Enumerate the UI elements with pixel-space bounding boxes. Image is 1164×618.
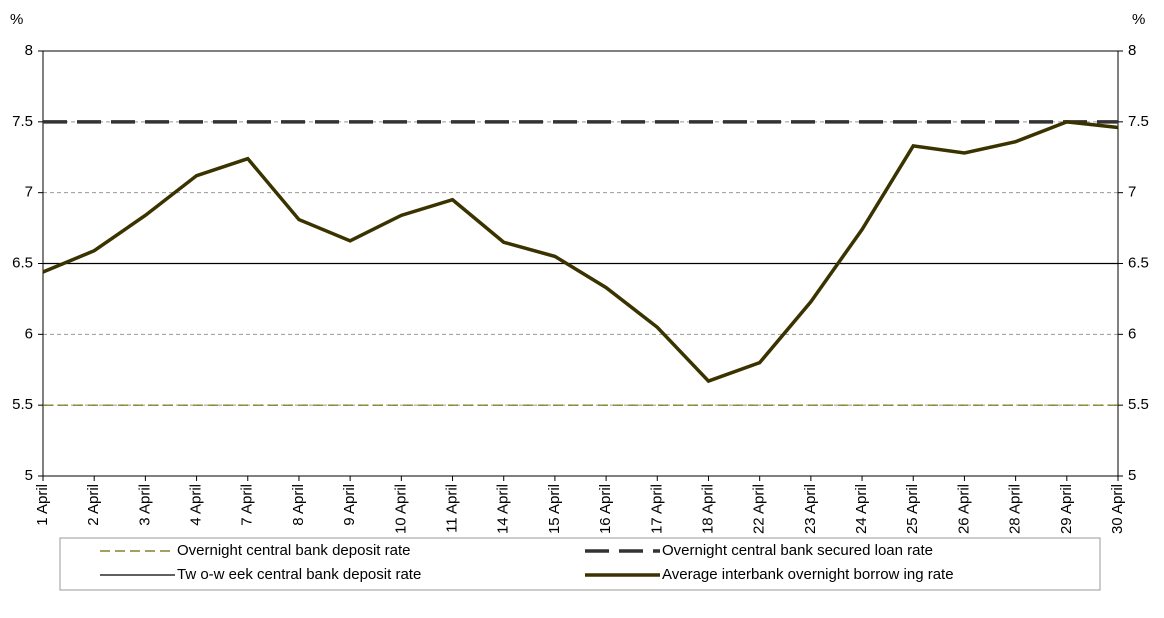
- y2-tick-label: 5: [1128, 467, 1136, 484]
- x-tick-label: 11 April: [443, 484, 460, 533]
- x-tick-label: 2 April: [85, 484, 102, 526]
- x-tick-label: 22 April: [751, 484, 768, 534]
- x-tick-label: 24 April: [853, 484, 870, 534]
- y2-tick-label: 6.5: [1128, 254, 1149, 271]
- y-tick-label: 6.5: [12, 254, 33, 271]
- x-tick-label: 29 April: [1058, 484, 1075, 534]
- x-tick-label: 9 April: [341, 484, 358, 526]
- y-tick-label: 7.5: [12, 113, 33, 130]
- x-tick-label: 8 April: [290, 484, 307, 526]
- legend-label: Tw o-w eek central bank deposit rate: [177, 566, 421, 583]
- y-tick-label: 7: [25, 184, 33, 201]
- x-tick-label: 30 April: [1109, 484, 1126, 534]
- x-tick-label: 26 April: [955, 484, 972, 534]
- series-line: [42, 120, 1119, 384]
- x-tick-label: 14 April: [495, 484, 512, 534]
- y2-tick-label: 8: [1128, 42, 1136, 59]
- x-tick-label: 16 April: [597, 484, 614, 534]
- legend-box: [59, 537, 1101, 591]
- y-tick-label: 8: [25, 42, 33, 59]
- y2-tick-label: 7: [1128, 184, 1136, 201]
- x-tick-label: 3 April: [136, 484, 153, 526]
- y-axis-label: %: [10, 11, 23, 28]
- legend-label: Overnight central bank secured loan rate: [662, 542, 933, 559]
- y2-tick-label: 7.5: [1128, 113, 1149, 130]
- legend: Overnight central bank deposit rate Overn…: [100, 542, 954, 583]
- x-tick-label: 28 April: [1007, 484, 1024, 534]
- y-tick-label: 5: [25, 467, 33, 484]
- y-tick-label: 5.5: [12, 396, 33, 413]
- legend-label: Overnight central bank deposit rate: [177, 542, 410, 559]
- x-tick-label: 18 April: [699, 484, 716, 534]
- x-tick-label: 17 April: [648, 484, 665, 534]
- legend-label: Average interbank overnight borrow ing r…: [662, 566, 954, 583]
- y2-tick-label: 5.5: [1128, 396, 1149, 413]
- x-tick-label: 4 April: [188, 484, 205, 526]
- x-tick-label: 25 April: [904, 484, 921, 534]
- x-tick-label: 1 April: [34, 484, 51, 526]
- y2-axis-label: %: [1132, 11, 1145, 28]
- x-tick-label: 7 April: [239, 484, 256, 526]
- x-tick-label: 15 April: [546, 484, 563, 534]
- x-tick-label: 23 April: [802, 484, 819, 534]
- y2-tick-label: 6: [1128, 325, 1136, 342]
- y-tick-label: 6: [25, 325, 33, 342]
- x-tick-label: 10 April: [392, 484, 409, 534]
